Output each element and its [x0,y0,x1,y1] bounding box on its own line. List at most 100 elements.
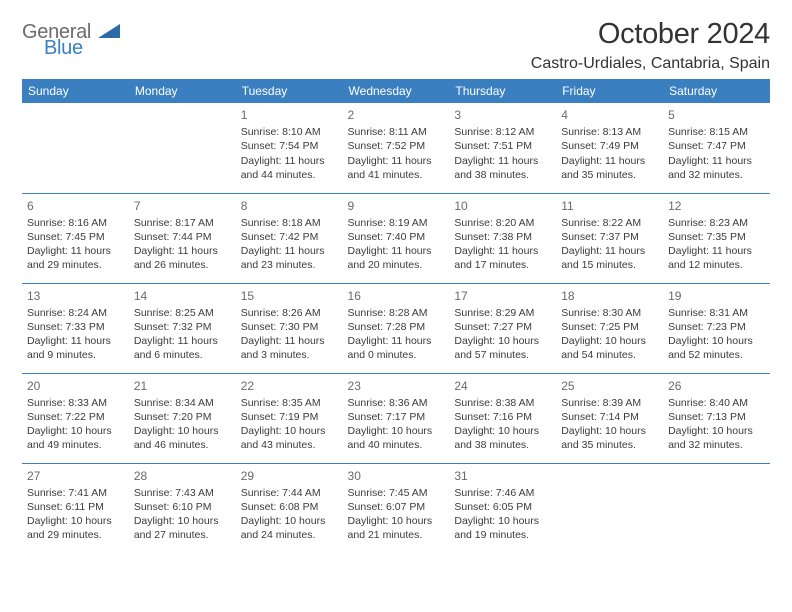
calendar-week: 13Sunrise: 8:24 AMSunset: 7:33 PMDayligh… [22,283,770,373]
calendar-week: 20Sunrise: 8:33 AMSunset: 7:22 PMDayligh… [22,373,770,463]
day-number: 10 [454,198,551,214]
sunrise-line: Sunrise: 7:43 AM [134,486,231,500]
sunset-line: Sunset: 7:38 PM [454,230,551,244]
daylight-line: Daylight: 10 hours and 38 minutes. [454,424,551,452]
sunset-line: Sunset: 7:51 PM [454,139,551,153]
day-number: 11 [561,198,658,214]
calendar-cell: 9Sunrise: 8:19 AMSunset: 7:40 PMDaylight… [343,193,450,283]
calendar-cell: 4Sunrise: 8:13 AMSunset: 7:49 PMDaylight… [556,103,663,193]
sunset-line: Sunset: 7:33 PM [27,320,124,334]
sunrise-line: Sunrise: 7:45 AM [348,486,445,500]
calendar-cell: 11Sunrise: 8:22 AMSunset: 7:37 PMDayligh… [556,193,663,283]
calendar-cell [556,463,663,553]
day-number: 22 [241,378,338,394]
calendar-cell [129,103,236,193]
sunset-line: Sunset: 7:14 PM [561,410,658,424]
calendar-cell: 26Sunrise: 8:40 AMSunset: 7:13 PMDayligh… [663,373,770,463]
calendar-cell: 28Sunrise: 7:43 AMSunset: 6:10 PMDayligh… [129,463,236,553]
daylight-line: Daylight: 11 hours and 17 minutes. [454,244,551,272]
daylight-line: Daylight: 11 hours and 29 minutes. [27,244,124,272]
day-number: 1 [241,107,338,123]
sunrise-line: Sunrise: 8:26 AM [241,306,338,320]
sunrise-line: Sunrise: 7:46 AM [454,486,551,500]
day-header: Saturday [663,79,770,103]
day-header-row: SundayMondayTuesdayWednesdayThursdayFrid… [22,79,770,103]
sunset-line: Sunset: 7:47 PM [668,139,765,153]
sunrise-line: Sunrise: 8:12 AM [454,125,551,139]
daylight-line: Daylight: 10 hours and 32 minutes. [668,424,765,452]
calendar-cell: 6Sunrise: 8:16 AMSunset: 7:45 PMDaylight… [22,193,129,283]
sunrise-line: Sunrise: 8:18 AM [241,216,338,230]
daylight-line: Daylight: 10 hours and 40 minutes. [348,424,445,452]
day-number: 5 [668,107,765,123]
sunset-line: Sunset: 7:13 PM [668,410,765,424]
sunset-line: Sunset: 7:42 PM [241,230,338,244]
calendar-cell: 25Sunrise: 8:39 AMSunset: 7:14 PMDayligh… [556,373,663,463]
daylight-line: Daylight: 10 hours and 29 minutes. [27,514,124,542]
daylight-line: Daylight: 10 hours and 57 minutes. [454,334,551,362]
daylight-line: Daylight: 10 hours and 35 minutes. [561,424,658,452]
day-number: 25 [561,378,658,394]
sunset-line: Sunset: 7:17 PM [348,410,445,424]
sunset-line: Sunset: 6:08 PM [241,500,338,514]
calendar-cell [663,463,770,553]
sunset-line: Sunset: 7:30 PM [241,320,338,334]
sunrise-line: Sunrise: 8:15 AM [668,125,765,139]
daylight-line: Daylight: 11 hours and 44 minutes. [241,154,338,182]
calendar-cell: 17Sunrise: 8:29 AMSunset: 7:27 PMDayligh… [449,283,556,373]
sunset-line: Sunset: 6:07 PM [348,500,445,514]
daylight-line: Daylight: 11 hours and 3 minutes. [241,334,338,362]
day-number: 28 [134,468,231,484]
sunrise-line: Sunrise: 8:30 AM [561,306,658,320]
day-number: 7 [134,198,231,214]
sunrise-line: Sunrise: 8:13 AM [561,125,658,139]
sunset-line: Sunset: 7:25 PM [561,320,658,334]
calendar-cell: 15Sunrise: 8:26 AMSunset: 7:30 PMDayligh… [236,283,343,373]
day-number: 4 [561,107,658,123]
daylight-line: Daylight: 11 hours and 15 minutes. [561,244,658,272]
sunrise-line: Sunrise: 8:36 AM [348,396,445,410]
calendar-cell: 18Sunrise: 8:30 AMSunset: 7:25 PMDayligh… [556,283,663,373]
day-number: 12 [668,198,765,214]
day-number: 31 [454,468,551,484]
sunrise-line: Sunrise: 7:44 AM [241,486,338,500]
daylight-line: Daylight: 10 hours and 21 minutes. [348,514,445,542]
day-number: 29 [241,468,338,484]
sunrise-line: Sunrise: 8:20 AM [454,216,551,230]
calendar-cell: 10 Sunrise: 8:20 AMSunset: 7:38 PMDayligh… [449,193,556,283]
daylight-line: Daylight: 10 hours and 27 minutes. [134,514,231,542]
sunset-line: Sunset: 7:35 PM [668,230,765,244]
calendar-week: 6Sunrise: 8:16 AMSunset: 7:45 PMDaylight… [22,193,770,283]
calendar-table: SundayMondayTuesdayWednesdayThursdayFrid… [22,79,770,553]
day-number: 3 [454,107,551,123]
calendar-cell: 5Sunrise: 8:15 AMSunset: 7:47 PMDaylight… [663,103,770,193]
calendar-cell: 23 Sunrise: 8:36 AMSunset: 7:17 PMDayligh… [343,373,450,463]
sunrise-line: Sunrise: 8:34 AM [134,396,231,410]
sunrise-line: Sunrise: 8:33 AM [27,396,124,410]
header: General Blue October 2024 Castro-Urdiale… [22,18,770,73]
sunset-line: Sunset: 7:32 PM [134,320,231,334]
sunset-line: Sunset: 7:44 PM [134,230,231,244]
day-number: 13 [27,288,124,304]
calendar-cell: 8Sunrise: 8:18 AMSunset: 7:42 PMDaylight… [236,193,343,283]
calendar-cell: 24Sunrise: 8:38 AMSunset: 7:16 PMDayligh… [449,373,556,463]
day-header: Tuesday [236,79,343,103]
sunset-line: Sunset: 7:16 PM [454,410,551,424]
day-header: Thursday [449,79,556,103]
day-number: 18 [561,288,658,304]
sunrise-line: Sunrise: 8:19 AM [348,216,445,230]
triangle-icon [98,22,120,42]
day-header: Sunday [22,79,129,103]
daylight-line: Daylight: 11 hours and 0 minutes. [348,334,445,362]
sunrise-line: Sunrise: 8:10 AM [241,125,338,139]
day-number: 23 [348,378,445,394]
daylight-line: Daylight: 11 hours and 41 minutes. [348,154,445,182]
daylight-line: Daylight: 10 hours and 24 minutes. [241,514,338,542]
daylight-line: Daylight: 10 hours and 52 minutes. [668,334,765,362]
daylight-line: Daylight: 11 hours and 38 minutes. [454,154,551,182]
calendar-cell: 1Sunrise: 8:10 AMSunset: 7:54 PMDaylight… [236,103,343,193]
calendar-cell: 7Sunrise: 8:17 AMSunset: 7:44 PMDaylight… [129,193,236,283]
calendar-cell: 29 Sunrise: 7:44 AMSunset: 6:08 PMDayligh… [236,463,343,553]
sunrise-line: Sunrise: 8:16 AM [27,216,124,230]
day-number: 2 [348,107,445,123]
